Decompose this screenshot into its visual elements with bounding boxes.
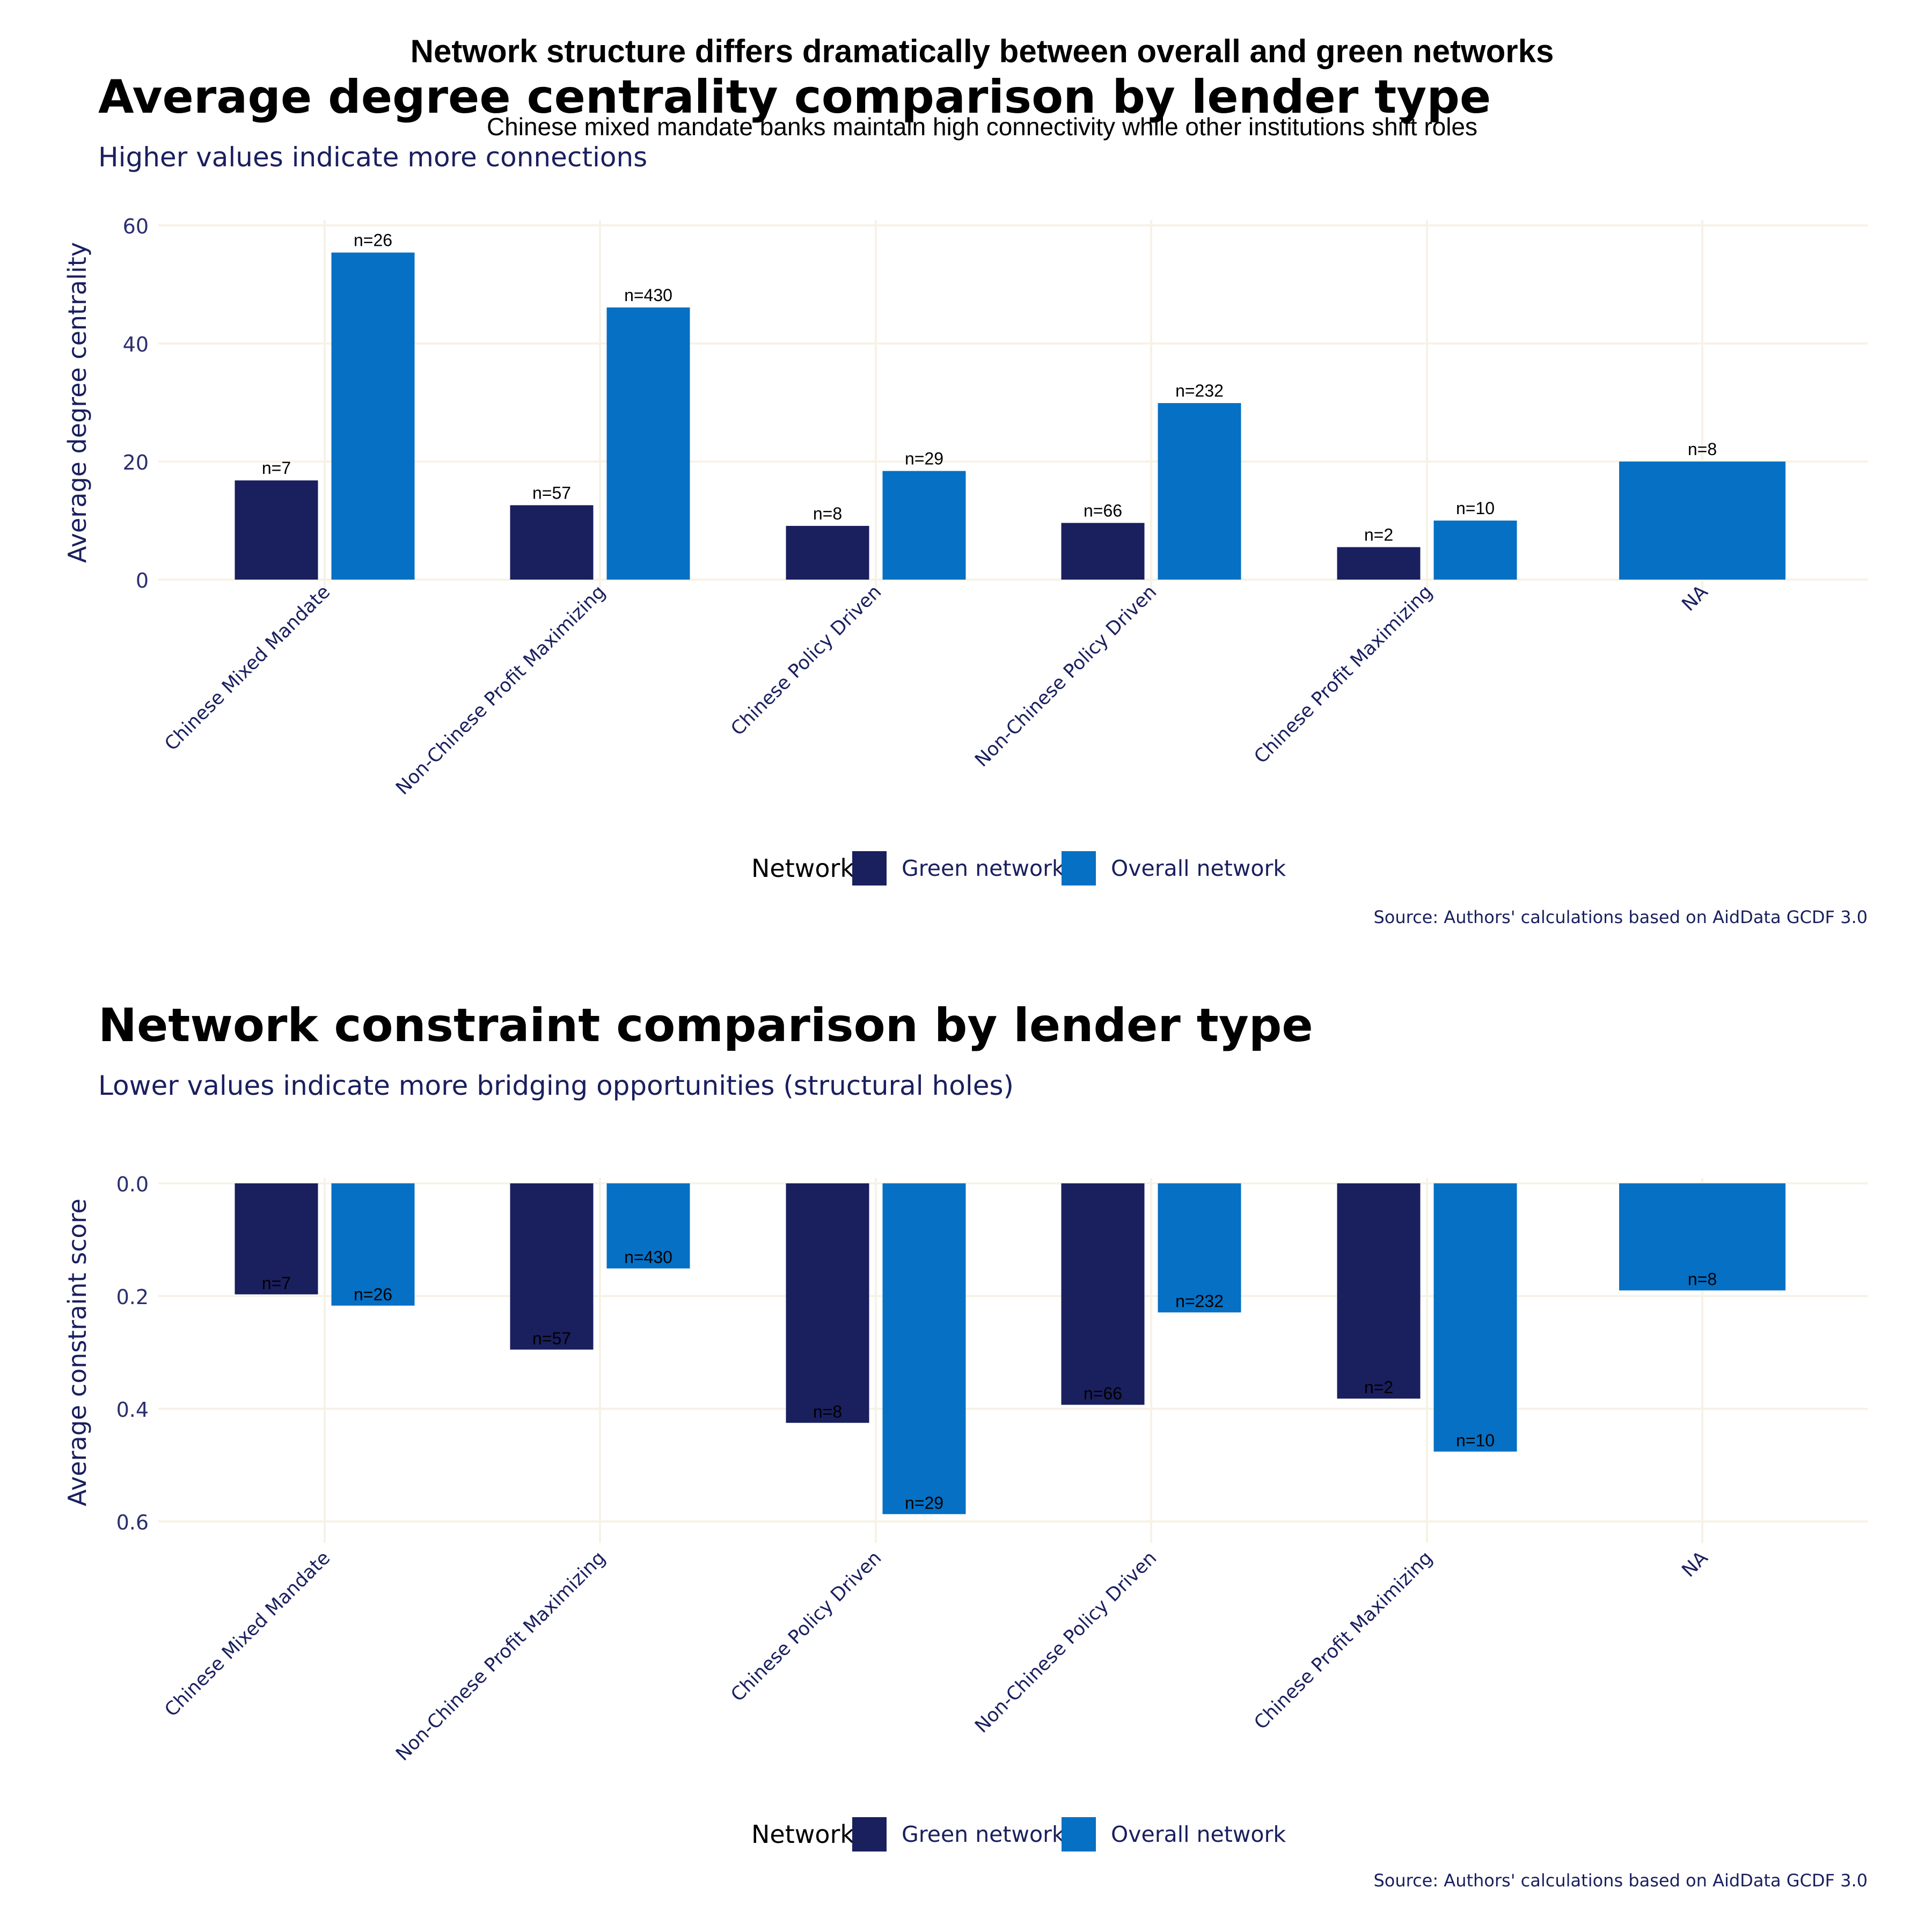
bar-count-label: n=66 xyxy=(1084,501,1122,520)
chart-title: Network constraint comparison by lender … xyxy=(98,999,1313,1052)
bar-green-network-non-chinese-profit-maximizing xyxy=(510,505,594,580)
bar-count-label: n=29 xyxy=(905,1493,943,1512)
bar-count-label: n=8 xyxy=(1688,1270,1717,1289)
bar-overall-network-na xyxy=(1619,1183,1785,1291)
y-axis-label: Average degree centrality xyxy=(63,242,92,563)
y-tick-label: 20 xyxy=(123,451,149,474)
bar-count-label: n=232 xyxy=(1175,381,1224,400)
bar-count-label: n=26 xyxy=(354,1285,392,1304)
bar-count-label: n=10 xyxy=(1456,499,1495,518)
bar-overall-network-non-chinese-policy-driven xyxy=(1158,1183,1241,1313)
bar-green-network-chinese-mixed-mandate xyxy=(235,480,318,580)
legend-label-overall: Overall network xyxy=(1111,1821,1286,1847)
legend-swatch-green xyxy=(852,851,887,885)
bar-green-network-chinese-profit-maximizing xyxy=(1337,547,1421,580)
legend-swatch-overall xyxy=(1062,851,1096,885)
legend-label-overall: Overall network xyxy=(1111,855,1286,881)
bar-count-label: n=8 xyxy=(1688,440,1717,459)
legend: Network Green network Overall network xyxy=(751,1817,1286,1851)
bar-count-label: n=66 xyxy=(1084,1384,1122,1403)
chart-caption: Source: Authors' calculations based on A… xyxy=(1373,1870,1868,1891)
bar-green-network-chinese-profit-maximizing xyxy=(1337,1183,1421,1399)
y-tick-label: 0.6 xyxy=(116,1511,149,1534)
bar-count-label: n=2 xyxy=(1364,1378,1393,1397)
bar-count-label: n=8 xyxy=(813,1402,842,1421)
bar-count-label: n=29 xyxy=(905,449,943,469)
y-axis-label: Average constraint score xyxy=(63,1198,92,1506)
legend-label-green: Green network xyxy=(902,855,1065,881)
bar-green-network-non-chinese-profit-maximizing xyxy=(510,1183,594,1350)
bar-overall-network-chinese-profit-maximizing xyxy=(1433,1183,1517,1452)
bar-overall-network-chinese-policy-driven xyxy=(882,1183,966,1514)
bar-count-label: n=430 xyxy=(624,286,672,305)
bar-count-label: n=7 xyxy=(262,1274,291,1293)
bar-green-network-non-chinese-policy-driven xyxy=(1061,523,1145,580)
bar-count-label: n=57 xyxy=(532,1329,571,1348)
y-tick-label: 0.4 xyxy=(116,1398,149,1422)
bar-count-label: n=10 xyxy=(1456,1431,1495,1450)
chart-subtitle: Lower values indicate more bridging oppo… xyxy=(98,1070,1014,1101)
legend-swatch-overall xyxy=(1062,1817,1096,1851)
legend: Network Green network Overall network xyxy=(751,851,1286,885)
y-tick-label: 0 xyxy=(136,569,149,592)
bar-overall-network-chinese-mixed-mandate xyxy=(331,252,415,580)
legend-title: Network xyxy=(751,1820,854,1849)
bar-overall-network-non-chinese-policy-driven xyxy=(1158,403,1241,580)
chart-title: Average degree centrality comparison by … xyxy=(98,70,1491,124)
y-tick-label: 60 xyxy=(123,215,149,238)
bar-count-label: n=232 xyxy=(1175,1291,1224,1311)
bar-green-network-chinese-policy-driven xyxy=(786,1183,869,1423)
bar-overall-network-non-chinese-profit-maximizing xyxy=(606,1183,690,1269)
bar-count-label: n=8 xyxy=(813,504,842,523)
bar-count-label: n=430 xyxy=(624,1248,672,1267)
bar-count-label: n=7 xyxy=(262,458,291,478)
bar-green-network-non-chinese-policy-driven xyxy=(1061,1183,1145,1405)
bar-count-label: n=2 xyxy=(1364,525,1393,545)
chart-subtitle: Higher values indicate more connections xyxy=(98,142,647,173)
bar-count-label: n=26 xyxy=(354,231,392,250)
figure-subtitle: Chinese mixed mandate banks maintain hig… xyxy=(487,113,1477,141)
chart-caption: Source: Authors' calculations based on A… xyxy=(1373,907,1868,927)
figure-title: Network structure differs dramatically b… xyxy=(411,33,1554,69)
bar-overall-network-chinese-profit-maximizing xyxy=(1433,521,1517,580)
bar-overall-network-chinese-policy-driven xyxy=(882,471,966,580)
bar-overall-network-non-chinese-profit-maximizing xyxy=(606,307,690,580)
legend-label-green: Green network xyxy=(902,1821,1065,1847)
bar-green-network-chinese-mixed-mandate xyxy=(235,1183,318,1294)
legend-title: Network xyxy=(751,854,854,883)
y-tick-label: 40 xyxy=(123,333,149,356)
bar-green-network-chinese-policy-driven xyxy=(786,525,869,580)
y-tick-label: 0.2 xyxy=(116,1285,149,1309)
bar-overall-network-chinese-mixed-mandate xyxy=(331,1183,415,1306)
legend-swatch-green xyxy=(852,1817,887,1851)
bar-overall-network-na xyxy=(1619,462,1785,580)
y-tick-label: 0.0 xyxy=(116,1173,149,1196)
bar-count-label: n=57 xyxy=(532,483,571,502)
